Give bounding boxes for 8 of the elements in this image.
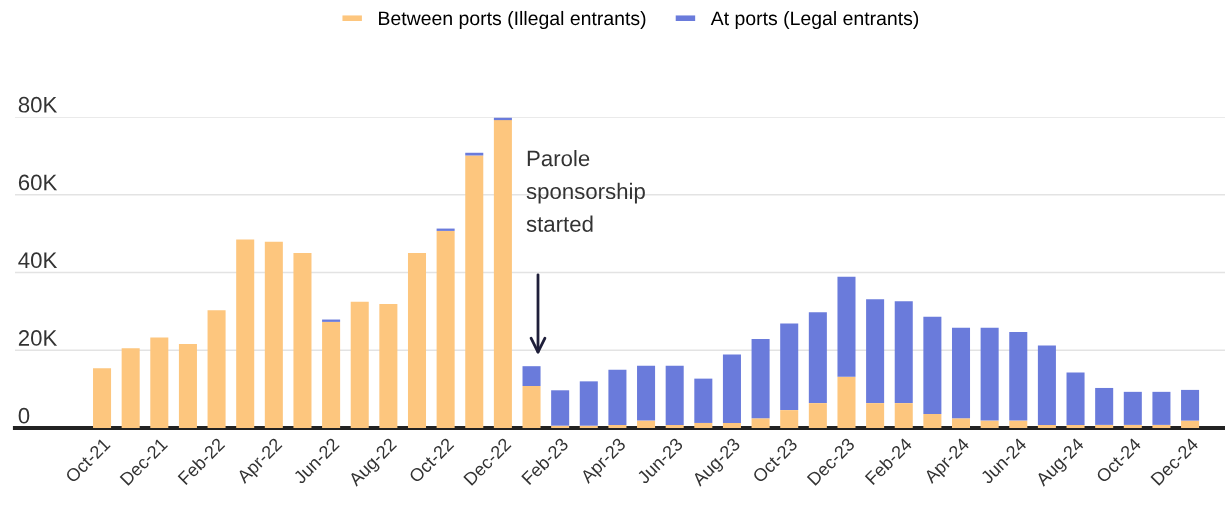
y-tick-label: 80K bbox=[18, 96, 58, 113]
legend-label: At ports (Legal entrants) bbox=[710, 10, 919, 30]
y-tick-label: 60K bbox=[18, 174, 58, 191]
y-tick-label: 20K bbox=[18, 330, 58, 346]
y-tick-label: 0 bbox=[18, 407, 30, 424]
annotation: Parole sponsorship started bbox=[526, 150, 645, 232]
y-tick-label: 40K bbox=[18, 252, 58, 269]
legend-label: Between ports (Illegal entrants) bbox=[379, 10, 646, 30]
